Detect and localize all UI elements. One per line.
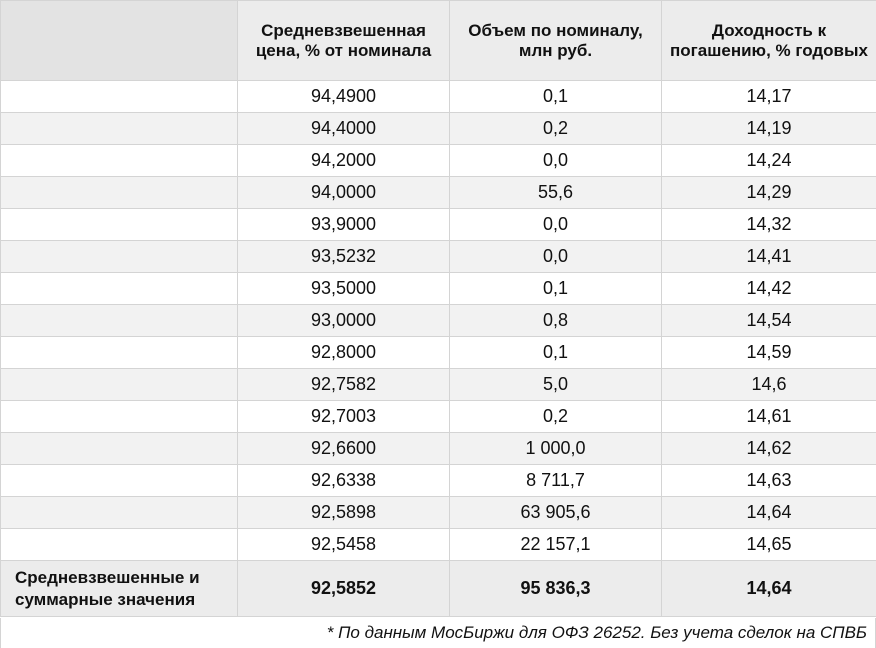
header-volume: Объем по номиналу, млн руб. <box>449 0 662 81</box>
table-row: 94,4900 0,1 14,17 <box>0 80 876 113</box>
row-label <box>0 144 238 177</box>
row-yield: 14,19 <box>661 112 876 145</box>
row-label <box>0 464 238 497</box>
row-yield: 14,17 <box>661 80 876 113</box>
table-row: 92,7003 0,2 14,61 <box>0 400 876 433</box>
row-label <box>0 400 238 433</box>
row-price: 92,6338 <box>237 464 450 497</box>
header-price: Средневзвешенная цена, % от номинала <box>237 0 450 81</box>
row-price: 94,0000 <box>237 176 450 209</box>
row-yield: 14,6 <box>661 368 876 401</box>
row-volume: 0,1 <box>449 272 662 305</box>
row-yield: 14,41 <box>661 240 876 273</box>
row-price: 92,7003 <box>237 400 450 433</box>
bond-trades-table: Средневзвешенная цена, % от номинала Объ… <box>0 0 876 617</box>
row-yield: 14,29 <box>661 176 876 209</box>
row-price: 92,5458 <box>237 528 450 561</box>
row-volume: 0,8 <box>449 304 662 337</box>
row-volume: 22 157,1 <box>449 528 662 561</box>
row-price: 94,2000 <box>237 144 450 177</box>
row-volume: 0,0 <box>449 240 662 273</box>
table-row: 92,6600 1 000,0 14,62 <box>0 432 876 465</box>
row-volume: 8 711,7 <box>449 464 662 497</box>
totals-volume: 95 836,3 <box>449 560 662 617</box>
row-yield: 14,63 <box>661 464 876 497</box>
table-row: 93,9000 0,0 14,32 <box>0 208 876 241</box>
totals-label: Средневзвешенные и суммарные значения <box>0 560 238 617</box>
row-label <box>0 240 238 273</box>
table-row: 94,2000 0,0 14,24 <box>0 144 876 177</box>
row-price: 93,9000 <box>237 208 450 241</box>
row-yield: 14,32 <box>661 208 876 241</box>
table-row: 93,0000 0,8 14,54 <box>0 304 876 337</box>
row-yield: 14,42 <box>661 272 876 305</box>
table-row: 92,7582 5,0 14,6 <box>0 368 876 401</box>
row-volume: 63 905,6 <box>449 496 662 529</box>
row-yield: 14,54 <box>661 304 876 337</box>
row-label <box>0 272 238 305</box>
table-row: 92,5898 63 905,6 14,64 <box>0 496 876 529</box>
row-price: 93,5232 <box>237 240 450 273</box>
table-row: 93,5232 0,0 14,41 <box>0 240 876 273</box>
table-row: 92,8000 0,1 14,59 <box>0 336 876 369</box>
row-label <box>0 528 238 561</box>
totals-row: Средневзвешенные и суммарные значения 92… <box>0 560 876 617</box>
row-label <box>0 336 238 369</box>
table-row: 94,0000 55,6 14,29 <box>0 176 876 209</box>
row-price: 92,5898 <box>237 496 450 529</box>
row-price: 92,6600 <box>237 432 450 465</box>
row-volume: 1 000,0 <box>449 432 662 465</box>
row-yield: 14,59 <box>661 336 876 369</box>
row-label <box>0 208 238 241</box>
row-price: 92,7582 <box>237 368 450 401</box>
table-row: 92,5458 22 157,1 14,65 <box>0 528 876 561</box>
table-row: 94,4000 0,2 14,19 <box>0 112 876 145</box>
row-yield: 14,62 <box>661 432 876 465</box>
row-volume: 0,2 <box>449 112 662 145</box>
row-label <box>0 176 238 209</box>
row-label <box>0 112 238 145</box>
table-header-row: Средневзвешенная цена, % от номинала Объ… <box>0 0 876 81</box>
row-label <box>0 496 238 529</box>
row-volume: 0,1 <box>449 80 662 113</box>
table-row: 92,6338 8 711,7 14,63 <box>0 464 876 497</box>
row-volume: 0,0 <box>449 144 662 177</box>
row-label <box>0 80 238 113</box>
row-price: 93,5000 <box>237 272 450 305</box>
footnote: * По данным МосБиржи для ОФЗ 26252. Без … <box>0 618 876 648</box>
header-yield: Доходность к погашению, % годовых <box>661 0 876 81</box>
row-volume: 5,0 <box>449 368 662 401</box>
row-volume: 0,2 <box>449 400 662 433</box>
row-price: 94,4900 <box>237 80 450 113</box>
row-yield: 14,65 <box>661 528 876 561</box>
row-label <box>0 304 238 337</box>
totals-yield: 14,64 <box>661 560 876 617</box>
row-yield: 14,64 <box>661 496 876 529</box>
header-blank <box>0 0 238 81</box>
row-yield: 14,61 <box>661 400 876 433</box>
row-label <box>0 432 238 465</box>
totals-price: 92,5852 <box>237 560 450 617</box>
row-price: 94,4000 <box>237 112 450 145</box>
row-volume: 0,1 <box>449 336 662 369</box>
table-row: 93,5000 0,1 14,42 <box>0 272 876 305</box>
row-label <box>0 368 238 401</box>
row-yield: 14,24 <box>661 144 876 177</box>
row-price: 93,0000 <box>237 304 450 337</box>
row-volume: 55,6 <box>449 176 662 209</box>
row-price: 92,8000 <box>237 336 450 369</box>
row-volume: 0,0 <box>449 208 662 241</box>
